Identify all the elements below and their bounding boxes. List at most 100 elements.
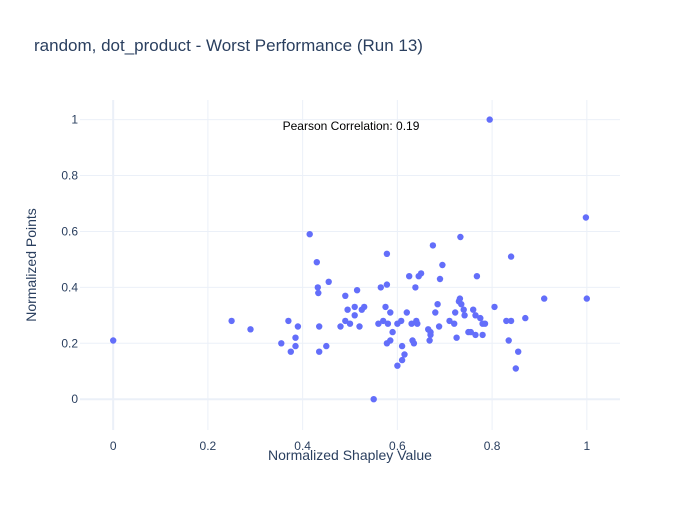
data-point[interactable] (412, 284, 419, 291)
data-point[interactable] (325, 278, 332, 285)
data-point[interactable] (389, 328, 396, 336)
data-point[interactable] (315, 289, 322, 297)
data-point[interactable] (356, 323, 363, 330)
data-point[interactable] (460, 306, 467, 313)
chart-annotation: Pearson Correlation: 0.19 (283, 119, 420, 133)
data-point[interactable] (285, 317, 292, 325)
data-point[interactable] (503, 317, 510, 325)
data-point[interactable] (456, 295, 464, 302)
data-point[interactable] (414, 320, 421, 327)
data-point[interactable] (377, 284, 384, 291)
data-point[interactable] (435, 323, 443, 330)
y-tick-label: 0 (71, 392, 78, 406)
data-point[interactable] (342, 317, 349, 325)
data-point[interactable] (387, 309, 394, 316)
data-point[interactable] (313, 259, 320, 266)
plot-area (80, 100, 620, 430)
data-point[interactable] (292, 342, 299, 350)
data-point[interactable] (387, 337, 394, 344)
data-point[interactable] (470, 306, 477, 313)
data-point[interactable] (481, 320, 489, 327)
data-point[interactable] (434, 301, 441, 308)
data-point[interactable] (451, 320, 458, 327)
data-point[interactable] (398, 317, 405, 325)
x-tick-label: 0.4 (294, 439, 311, 453)
data-point[interactable] (344, 306, 351, 313)
data-point[interactable] (287, 348, 294, 355)
data-point[interactable] (408, 320, 415, 327)
data-point[interactable] (541, 295, 548, 302)
data-point[interactable] (380, 317, 387, 325)
data-point[interactable] (473, 273, 481, 280)
data-point[interactable] (228, 317, 235, 325)
data-point[interactable] (439, 261, 446, 269)
data-point[interactable] (323, 342, 330, 350)
data-point[interactable] (453, 334, 460, 341)
data-point[interactable] (507, 317, 515, 325)
data-point[interactable] (398, 342, 406, 350)
data-point[interactable] (294, 323, 302, 330)
x-axis-label: Normalized Shapley Value (268, 447, 432, 463)
data-point[interactable] (351, 303, 358, 311)
y-tick-label: 0.4 (61, 280, 78, 294)
data-point[interactable] (383, 281, 391, 288)
data-point[interactable] (314, 284, 321, 291)
points-layer (110, 116, 590, 403)
data-point[interactable] (406, 273, 413, 280)
data-point[interactable] (370, 396, 377, 403)
data-point[interactable] (375, 320, 382, 327)
y-tick-label: 1 (71, 113, 78, 127)
data-point[interactable] (316, 348, 323, 355)
data-point[interactable] (467, 328, 474, 336)
data-point[interactable] (410, 340, 418, 347)
data-point[interactable] (515, 348, 522, 355)
data-point[interactable] (472, 331, 479, 339)
data-point[interactable] (432, 309, 439, 316)
data-point[interactable] (452, 309, 459, 316)
data-point[interactable] (342, 292, 349, 299)
y-tick-label: 0.6 (61, 224, 78, 238)
data-point[interactable] (401, 351, 408, 358)
data-point[interactable] (458, 301, 465, 308)
data-point[interactable] (512, 365, 519, 372)
data-point[interactable] (429, 242, 437, 249)
data-point[interactable] (505, 337, 512, 344)
data-point[interactable] (583, 295, 590, 302)
data-point[interactable] (351, 312, 358, 319)
data-point[interactable] (346, 320, 354, 327)
data-point[interactable] (398, 356, 406, 364)
data-point[interactable] (361, 303, 368, 311)
data-point[interactable] (446, 317, 453, 325)
data-point[interactable] (403, 309, 410, 316)
data-point[interactable] (247, 326, 254, 333)
ticks-layer: 0 0.2 0.4 0.6 0.8 1 0 0.2 0.4 0.6 0.8 1 (61, 113, 590, 453)
data-point[interactable] (316, 323, 323, 330)
data-point[interactable] (292, 334, 299, 341)
data-point[interactable] (477, 314, 484, 322)
data-point[interactable] (427, 328, 434, 336)
data-point[interactable] (426, 337, 433, 344)
data-point[interactable] (337, 323, 344, 330)
data-point[interactable] (110, 337, 117, 344)
data-point[interactable] (491, 303, 498, 311)
data-point[interactable] (436, 275, 444, 283)
data-point[interactable] (472, 312, 479, 319)
data-point[interactable] (382, 303, 389, 311)
data-point[interactable] (486, 116, 493, 123)
data-point[interactable] (278, 340, 285, 347)
data-point[interactable] (507, 253, 515, 260)
data-point[interactable] (394, 362, 401, 369)
data-point[interactable] (479, 331, 486, 339)
y-tick-label: 0.8 (61, 169, 78, 183)
data-point[interactable] (306, 231, 313, 238)
data-point[interactable] (457, 233, 464, 241)
data-point[interactable] (383, 250, 391, 257)
zero-line-layer (80, 100, 620, 430)
data-point[interactable] (384, 320, 392, 327)
data-point[interactable] (353, 287, 361, 294)
data-point[interactable] (461, 312, 468, 319)
data-point[interactable] (417, 270, 425, 277)
data-point[interactable] (582, 214, 590, 221)
data-point[interactable] (522, 314, 529, 322)
